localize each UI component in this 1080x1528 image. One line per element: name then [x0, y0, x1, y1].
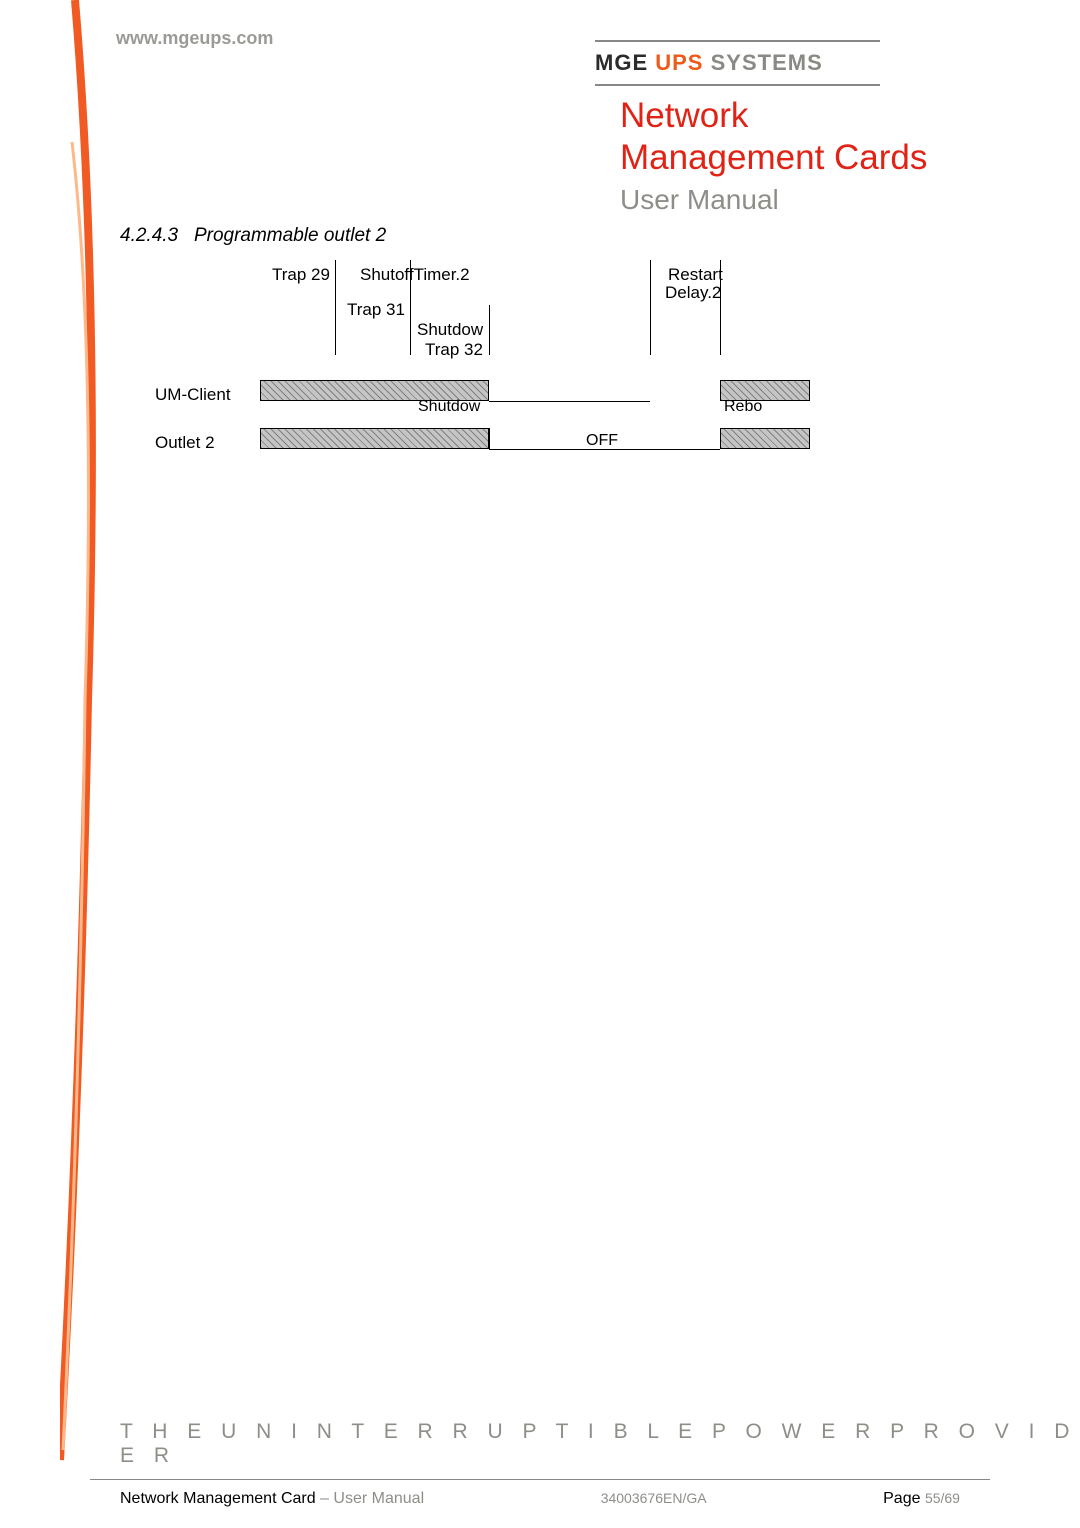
logo-part-mge: MGE: [595, 50, 648, 75]
footer-left: Network Management Card – User Manual: [120, 1490, 424, 1508]
logo-text: MGE UPS SYSTEMS: [595, 50, 880, 76]
logo-line-bottom: [595, 84, 880, 86]
tick-label: Trap 31: [347, 300, 405, 320]
segment-bottom-label: Shutdow: [418, 398, 480, 416]
timeline-tick: [335, 260, 336, 355]
timing-diagram: Trap 29Trap 31ShutoffTimer.2ShutdowTrap …: [150, 260, 850, 460]
footer-line: [90, 1479, 990, 1480]
logo: MGE UPS SYSTEMS: [595, 40, 880, 86]
footer-page-num: 55/69: [925, 1490, 960, 1506]
footer-doc-sub: – User Manual: [316, 1490, 425, 1507]
row-label: Outlet 2: [155, 433, 215, 453]
tick-label: Delay.2: [665, 283, 721, 303]
title-line1: Network: [620, 95, 927, 137]
page: www.mgeups.com MGE UPS SYSTEMS Network M…: [0, 0, 1080, 1528]
footer-page: Page 55/69: [883, 1490, 960, 1508]
footer-page-label: Page: [883, 1490, 925, 1507]
section-heading: 4.2.4.3 Programmable outlet 2: [120, 225, 386, 247]
off-label: OFF: [586, 432, 618, 450]
tick-label: Shutdow: [417, 320, 483, 340]
tick-label: Trap 32: [425, 340, 483, 360]
footer-doc-title: Network Management Card: [120, 1490, 316, 1507]
tick-label: Restart: [668, 265, 723, 285]
subtitle: User Manual: [620, 184, 927, 216]
section-number: 4.2.4.3: [120, 225, 178, 246]
segment-baseline: [489, 401, 650, 402]
timeline-tick: [650, 260, 651, 355]
logo-part-systems: SYSTEMS: [711, 50, 823, 75]
segment-hatched: [260, 428, 489, 449]
segment-off-line: [489, 428, 490, 449]
side-curve: [60, 0, 100, 1500]
footer-docid: 34003676EN/GA: [601, 1490, 707, 1506]
footer-tagline: T H E U N I N T E R R U P T I B L E P O …: [120, 1420, 1080, 1468]
footer-row: Network Management Card – User Manual 34…: [120, 1490, 960, 1508]
logo-line-top: [595, 40, 880, 42]
tick-label: ShutoffTimer.2: [360, 265, 470, 285]
header-url: www.mgeups.com: [116, 28, 273, 49]
section-title: Programmable outlet 2: [194, 225, 386, 246]
segment-hatched: [720, 428, 810, 449]
title-line2: Management Cards: [620, 137, 927, 179]
timeline-tick: [489, 305, 490, 355]
segment-bottom-label: Rebo: [724, 398, 762, 416]
logo-part-ups: UPS: [655, 50, 703, 75]
tick-label: Trap 29: [272, 265, 330, 285]
row-label: UM-Client: [155, 385, 231, 405]
title-block: Network Management Cards User Manual: [620, 95, 927, 216]
